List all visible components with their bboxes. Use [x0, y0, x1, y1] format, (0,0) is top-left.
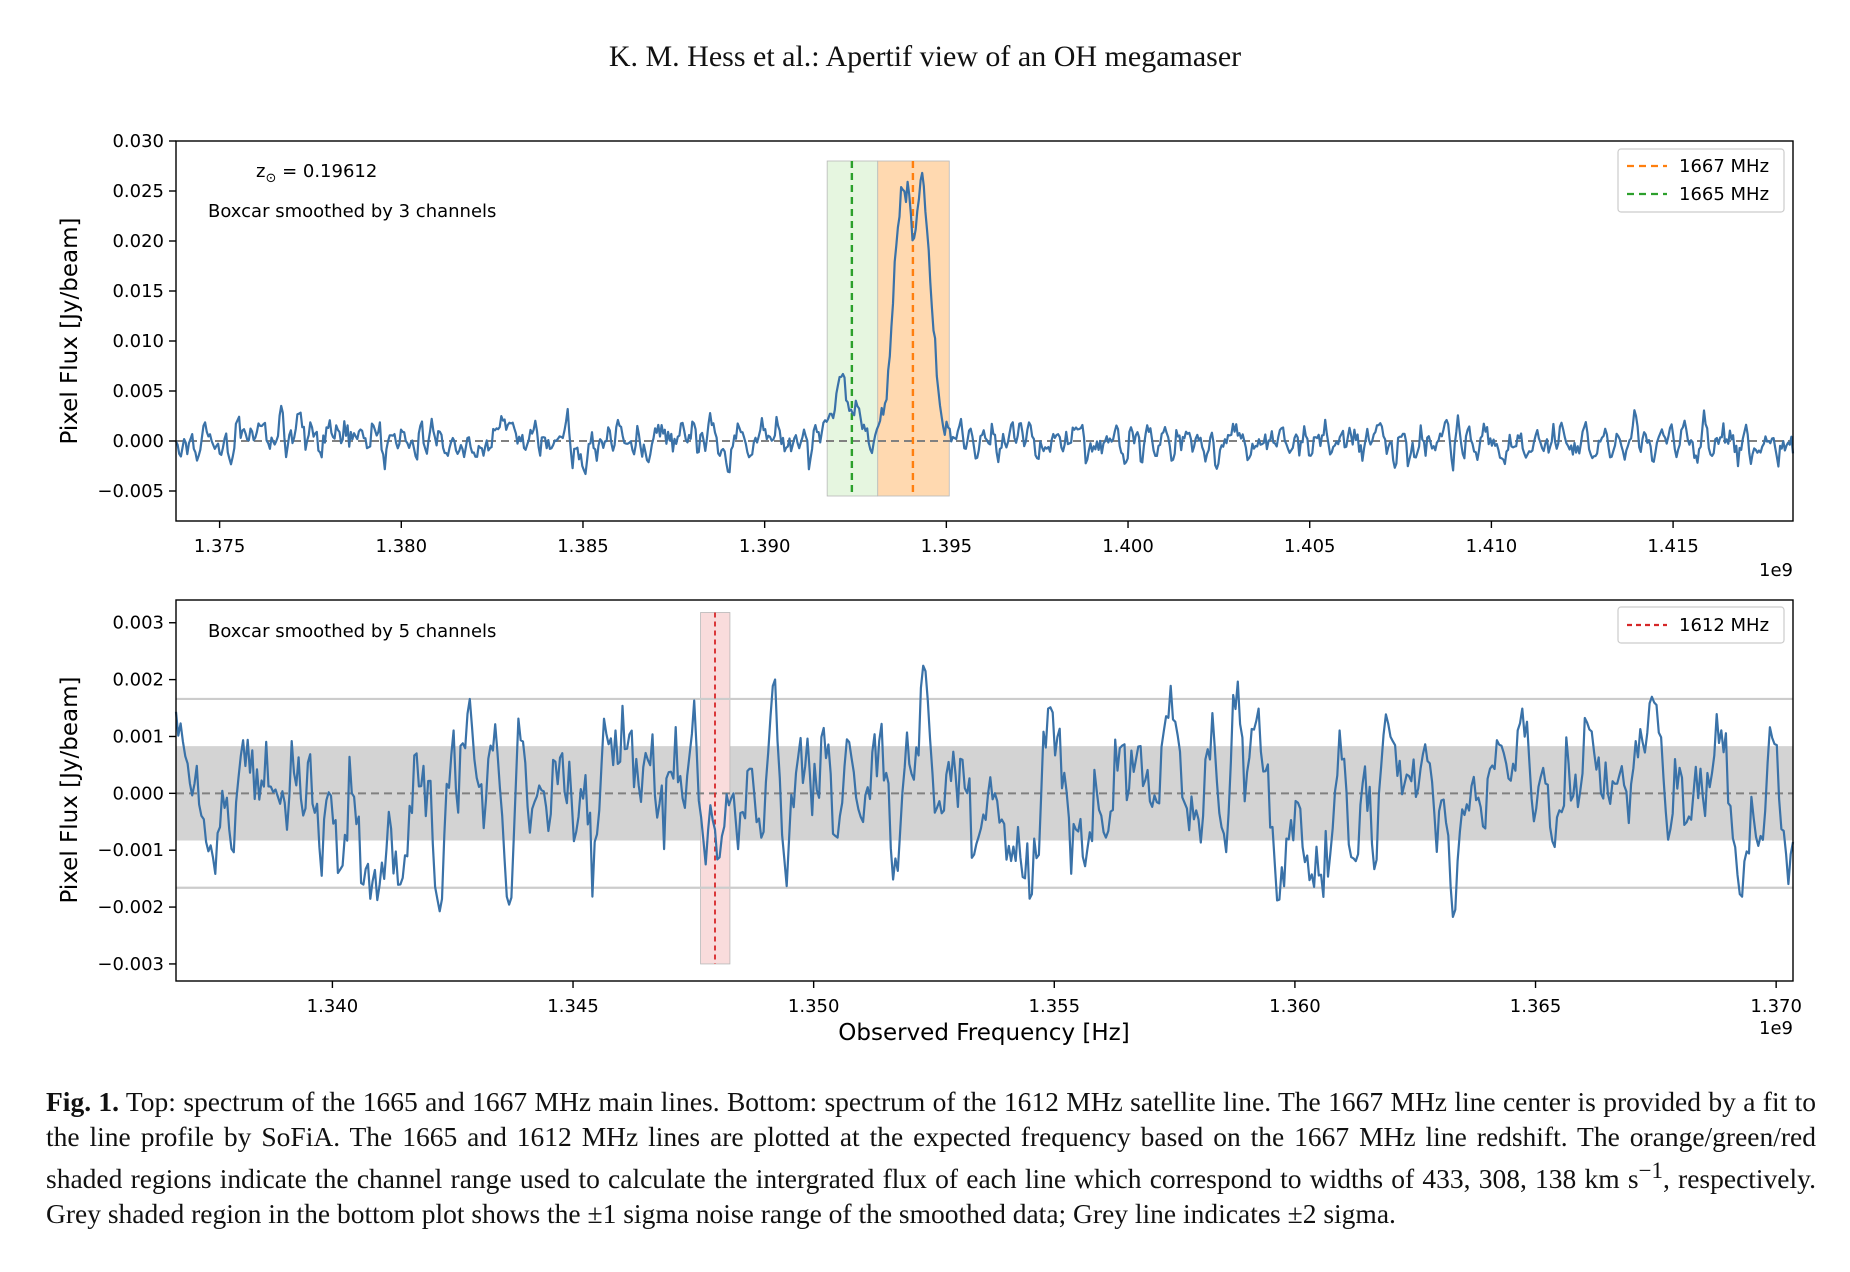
bottom-ytick-label-1: 0.002 [112, 670, 164, 691]
bottom-ytick-label-0: 0.003 [112, 613, 164, 634]
top-ytick-label-0: 0.030 [112, 131, 164, 152]
top-xtick-label-1: 1.380 [376, 536, 428, 557]
bottom-ytick-label-6: −0.003 [97, 954, 164, 975]
caption-text-part2: , respectively. Grey shaded region in th… [46, 1163, 1816, 1229]
bottom-ytick-label-2: 0.001 [112, 726, 164, 747]
bottom-ytick-label-3: 0.000 [112, 783, 164, 804]
top-xtick-label-6: 1.405 [1284, 536, 1336, 557]
top-xtick-label-8: 1.415 [1647, 536, 1699, 557]
bottom-legend: 1612 MHz [1617, 606, 1785, 644]
top-ytick-label-2: 0.020 [112, 231, 164, 252]
legend-label-1612: 1612 MHz [1679, 615, 1769, 636]
top-smoothing-annotation: Boxcar smoothed by 3 channels [208, 201, 496, 222]
bottom-panel-shading [176, 612, 1793, 965]
bottom-xtick-label-1: 1.345 [547, 996, 599, 1017]
top-xtick-label-7: 1.410 [1466, 536, 1518, 557]
redshift-subscript: ⊙ [265, 171, 276, 186]
bottom-ytick-label-4: −0.001 [97, 840, 164, 861]
caption-superscript: −1 [1638, 1158, 1663, 1183]
legend-label-1667: 1667 MHz [1679, 156, 1769, 177]
top-spectrum-line [175, 171, 1795, 476]
legend-label-1665: 1665 MHz [1679, 184, 1769, 205]
bottom-spectrum-line [174, 664, 1795, 918]
top-x-exponent: 1e9 [1759, 560, 1793, 581]
top-x-ticks: 1.375 1.380 1.385 1.390 1.395 1.400 1.405 1.410… [194, 521, 1699, 557]
bottom-xtick-label-0: 1.340 [307, 996, 359, 1017]
redshift-value: = 0.19612 [276, 161, 377, 182]
bottom-x-ticks: 1.340 1.345 1.350 1.355 1.360 1.365 1.370 [307, 981, 1802, 1017]
bottom-xtick-label-5: 1.365 [1510, 996, 1562, 1017]
bottom-legend-box [1617, 606, 1785, 644]
top-panel: 0.030 0.025 0.020 0.015 0.010 0.005 0.000 −0.00… [57, 131, 1795, 581]
top-plot-frame [175, 140, 1794, 522]
top-ytick-label-3: 0.015 [112, 281, 164, 302]
bottom-y-ticks: 0.003 0.002 0.001 0.000 −0.001 −0.002 −0.003 [97, 613, 176, 975]
top-ytick-label-4: 0.010 [112, 331, 164, 352]
top-xtick-label-0: 1.375 [194, 536, 246, 557]
redshift-annotation: z⊙ = 0.19612 [256, 161, 377, 186]
top-ytick-label-6: 0.000 [112, 431, 164, 452]
top-ytick-label-7: −0.005 [97, 481, 164, 502]
bottom-x-axis-label: Observed Frequency [Hz] [838, 1020, 1129, 1046]
redshift-symbol: z [256, 161, 265, 182]
top-xtick-label-3: 1.390 [739, 536, 791, 557]
bottom-xtick-label-3: 1.355 [1029, 996, 1081, 1017]
figure: 0.030 0.025 0.020 0.015 0.010 0.005 0.000 −0.00… [57, 131, 1802, 1046]
bottom-y-axis-label: Pixel Flux [Jy/beam] [57, 677, 83, 904]
bottom-xtick-label-4: 1.360 [1269, 996, 1321, 1017]
bottom-xtick-label-6: 1.370 [1750, 996, 1802, 1017]
top-xtick-label-5: 1.400 [1102, 536, 1154, 557]
bottom-panel: 0.003 0.002 0.001 0.000 −0.001 −0.002 −0.003 1… [57, 599, 1802, 1046]
bottom-plot-frame [175, 599, 1794, 982]
top-ytick-label-5: 0.005 [112, 381, 164, 402]
top-xtick-label-2: 1.385 [557, 536, 609, 557]
figure-caption: Fig. 1. Top: spectrum of the 1665 and 16… [46, 1085, 1816, 1231]
bottom-panel-reference-lines [176, 612, 1793, 964]
running-header: K. M. Hess et al.: Apertif view of an OH… [608, 40, 1242, 73]
top-legend-box [1617, 148, 1785, 213]
bottom-ytick-label-5: −0.002 [97, 897, 164, 918]
bottom-xtick-label-2: 1.350 [788, 996, 840, 1017]
caption-label: Fig. 1. [46, 1086, 120, 1117]
top-ytick-label-1: 0.025 [112, 181, 164, 202]
top-panel-reference-lines [176, 161, 1793, 496]
top-legend: 1667 MHz 1665 MHz [1617, 148, 1785, 213]
top-y-axis-label: Pixel Flux [Jy/beam] [57, 218, 83, 445]
bottom-x-exponent: 1e9 [1759, 1018, 1793, 1039]
top-panel-shading [826, 160, 950, 497]
caption-text-part1: Top: spectrum of the 1665 and 1667 MHz m… [46, 1086, 1816, 1195]
top-y-ticks: 0.030 0.025 0.020 0.015 0.010 0.005 0.000 −0.00… [97, 131, 176, 502]
top-xtick-label-4: 1.395 [921, 536, 973, 557]
bottom-smoothing-annotation: Boxcar smoothed by 5 channels [208, 621, 496, 642]
